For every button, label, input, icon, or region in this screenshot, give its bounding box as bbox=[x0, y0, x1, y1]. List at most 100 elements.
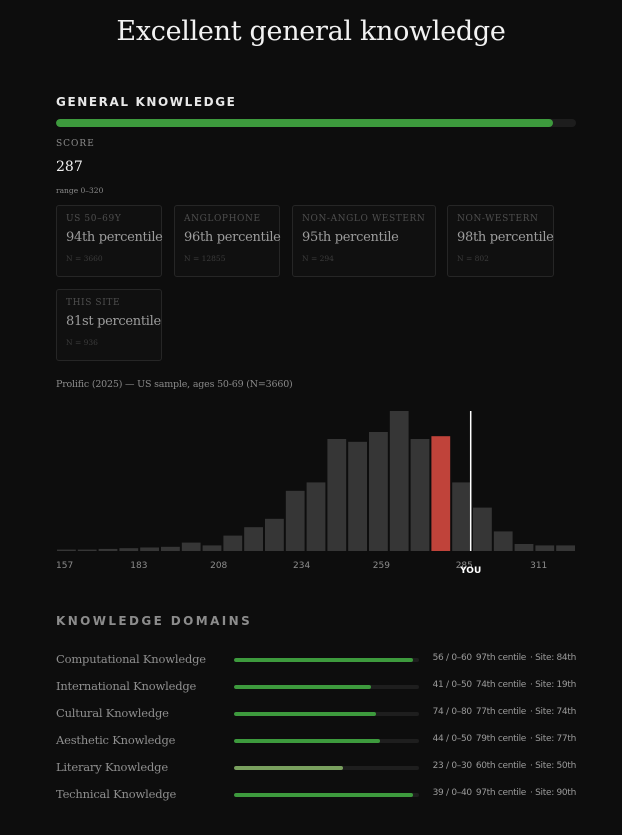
domain-site-centile: · Site: 19th bbox=[530, 680, 576, 690]
histogram-bar bbox=[514, 544, 534, 551]
domain-site-centile: · Site: 77th bbox=[530, 734, 576, 744]
domain-stats: 39 / 0–40 97th centile · Site: 90th bbox=[429, 788, 577, 798]
histogram-bar bbox=[493, 531, 513, 551]
domain-bar bbox=[234, 739, 419, 743]
domain-stats: 56 / 0–60 97th centile · Site: 84th bbox=[429, 653, 577, 663]
card-caption: US 50–69Y bbox=[66, 214, 122, 224]
score-range: range 0–320 bbox=[56, 186, 104, 195]
domain-score: 41 / 0–50 bbox=[432, 680, 472, 690]
histogram-bar bbox=[244, 527, 263, 551]
card-percentile: 94th percentile bbox=[66, 230, 163, 245]
domain-score: 44 / 0–50 bbox=[432, 734, 472, 744]
histogram-bar bbox=[389, 411, 409, 551]
domain-bar-fill bbox=[234, 712, 377, 716]
domain-bar-fill bbox=[234, 793, 414, 797]
score-caption: SCORE bbox=[56, 139, 95, 149]
domain-row-computational: Computational Knowledge 56 / 0–60 97th ce… bbox=[56, 652, 576, 668]
domain-row-technical: Technical Knowledge 39 / 0–40 97th centil… bbox=[56, 787, 576, 803]
general-knowledge-label: GENERAL KNOWLEDGE bbox=[56, 95, 237, 109]
domain-centile: 60th centile bbox=[475, 761, 527, 771]
card-sample-size: N = 294 bbox=[302, 254, 334, 263]
domain-stats: 41 / 0–50 74th centile · Site: 19th bbox=[429, 680, 577, 690]
card-percentile: 96th percentile bbox=[184, 230, 281, 245]
percentile-card-anglophone[interactable]: ANGLOPHONE 96th percentile N = 12855 bbox=[174, 205, 281, 277]
domain-row-cultural: Cultural Knowledge 74 / 0–80 77th centile… bbox=[56, 706, 576, 722]
histogram-bar bbox=[410, 439, 430, 551]
histogram-bar bbox=[535, 545, 555, 551]
page-title: Excellent general knowledge bbox=[116, 16, 506, 47]
percentile-card-non-anglo-western[interactable]: NON-ANGLO WESTERN 95th percentile N = 29… bbox=[292, 205, 436, 277]
histogram-tick-label: 157 bbox=[56, 561, 73, 571]
domain-name: Computational Knowledge bbox=[56, 652, 206, 666]
domain-centile: 74th centile bbox=[475, 680, 527, 690]
histogram-bar bbox=[57, 549, 76, 551]
overall-progress-fill bbox=[56, 119, 553, 127]
histogram-bar bbox=[369, 432, 388, 551]
domain-centile: 97th centile bbox=[475, 653, 527, 663]
histogram-tick-label: 234 bbox=[293, 561, 310, 571]
histogram-bar bbox=[327, 439, 347, 551]
domain-score: 23 / 0–30 bbox=[432, 761, 472, 771]
domain-name: International Knowledge bbox=[56, 679, 197, 693]
domain-score: 39 / 0–40 bbox=[432, 788, 472, 798]
domain-row-literary: Literary Knowledge 23 / 0–30 60th centile… bbox=[56, 760, 576, 776]
percentile-card-this-site[interactable]: THIS SITE 81st percentile N = 936 bbox=[56, 289, 162, 361]
histogram-bar bbox=[348, 441, 367, 551]
histogram-bar bbox=[285, 490, 305, 551]
histogram-tick-label: 311 bbox=[530, 561, 547, 571]
domain-bar-fill bbox=[234, 766, 344, 770]
domain-site-centile: · Site: 84th bbox=[530, 653, 576, 663]
card-caption: THIS SITE bbox=[66, 298, 121, 308]
domain-bar bbox=[234, 766, 419, 770]
your-score-marker-label: YOU bbox=[459, 566, 481, 576]
histogram-bar bbox=[181, 542, 201, 551]
domain-score: 74 / 0–80 bbox=[432, 707, 472, 717]
domain-centile: 79th centile bbox=[475, 734, 527, 744]
domain-stats: 44 / 0–50 79th centile · Site: 77th bbox=[429, 734, 577, 744]
domain-bar bbox=[234, 685, 419, 689]
knowledge-domains-label: KNOWLEDGE DOMAINS bbox=[56, 614, 253, 628]
card-percentile: 98th percentile bbox=[457, 230, 554, 245]
histogram-bar bbox=[77, 549, 97, 551]
histogram-bar bbox=[161, 546, 180, 551]
domain-stats: 23 / 0–30 60th centile · Site: 50th bbox=[429, 761, 577, 771]
histogram-tick-label: 208 bbox=[210, 561, 227, 571]
domain-stats: 74 / 0–80 77th centile · Site: 74th bbox=[429, 707, 577, 717]
domain-bar bbox=[234, 658, 419, 662]
histogram-bar bbox=[473, 507, 492, 551]
domain-site-centile: · Site: 50th bbox=[530, 761, 576, 771]
domain-score: 56 / 0–60 bbox=[432, 653, 472, 663]
card-sample-size: N = 3660 bbox=[66, 254, 103, 263]
domain-bar-fill bbox=[234, 685, 371, 689]
percentile-card-non-western[interactable]: NON-WESTERN 98th percentile N = 802 bbox=[447, 205, 554, 277]
histogram-bar-you bbox=[431, 436, 451, 551]
histogram-tick-label: 183 bbox=[130, 561, 147, 571]
domain-bar-fill bbox=[234, 658, 414, 662]
domain-bar bbox=[234, 793, 419, 797]
histogram-bar bbox=[119, 548, 139, 551]
domain-row-international: International Knowledge 41 / 0–50 74th ce… bbox=[56, 679, 576, 695]
percentile-card-us-50-69[interactable]: US 50–69Y 94th percentile N = 3660 bbox=[56, 205, 163, 277]
histogram-bar bbox=[306, 482, 326, 551]
histogram-bar bbox=[556, 545, 575, 551]
score-value: 287 bbox=[56, 159, 83, 175]
histogram-bar bbox=[265, 518, 284, 551]
histogram-bar bbox=[452, 482, 471, 551]
domain-name: Cultural Knowledge bbox=[56, 706, 169, 720]
card-caption: NON-ANGLO WESTERN bbox=[302, 214, 426, 224]
card-sample-size: N = 802 bbox=[457, 254, 489, 263]
histogram-bar bbox=[223, 535, 243, 551]
histogram-tick-label: 259 bbox=[373, 561, 390, 571]
domain-centile: 77th centile bbox=[475, 707, 527, 717]
distribution-source-note: Prolific (2025) — US sample, ages 50-69 … bbox=[56, 379, 293, 390]
histogram-bar bbox=[98, 548, 118, 551]
domain-name: Technical Knowledge bbox=[56, 787, 177, 801]
histogram-bar bbox=[140, 547, 159, 551]
domain-bar bbox=[234, 712, 419, 716]
card-sample-size: N = 936 bbox=[66, 338, 98, 347]
domain-row-aesthetic: Aesthetic Knowledge 44 / 0–50 79th centil… bbox=[56, 733, 576, 749]
domain-centile: 97th centile bbox=[475, 788, 527, 798]
domain-site-centile: · Site: 74th bbox=[530, 707, 576, 717]
domain-name: Aesthetic Knowledge bbox=[56, 733, 176, 747]
